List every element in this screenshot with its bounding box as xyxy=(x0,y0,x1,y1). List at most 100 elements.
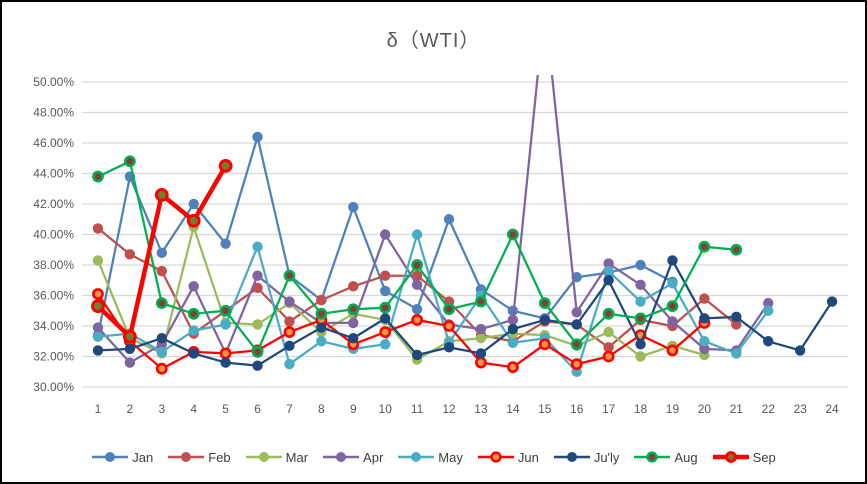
data-point-july xyxy=(316,322,327,333)
y-tick-label: 48.00% xyxy=(33,106,74,120)
data-point-aug xyxy=(347,303,360,316)
data-point-may xyxy=(220,319,231,330)
data-point-apr xyxy=(507,314,519,326)
data-point-july xyxy=(699,313,710,324)
data-point-apr xyxy=(603,258,614,269)
data-point-mar xyxy=(252,319,263,330)
x-tick-label: 19 xyxy=(666,402,680,416)
legend-item-apr[interactable]: Apr xyxy=(322,449,383,465)
data-point-may xyxy=(507,337,519,348)
data-point-sep xyxy=(218,158,233,173)
x-tick-label: 10 xyxy=(379,402,393,416)
data-point-apr xyxy=(252,270,263,281)
data-point-aug xyxy=(443,303,455,316)
data-point-apr xyxy=(540,2,550,11)
x-axis-labels: 1 2 3 4 5 6 7 8 9 10 11 12 13 14 15 16 17 18 19 20 21 22 23 24 xyxy=(95,402,839,416)
x-tick-label: 8 xyxy=(318,402,325,416)
data-point-feb xyxy=(348,281,359,292)
legend-swatch-jan xyxy=(92,452,129,462)
data-point-july xyxy=(284,340,295,352)
data-point-may xyxy=(411,229,423,240)
legend-item-sep[interactable]: Sep xyxy=(712,449,776,465)
data-point-apr xyxy=(411,279,423,291)
x-tick-label: 23 xyxy=(793,402,807,416)
data-point-aug xyxy=(538,297,551,310)
legend-item-july[interactable]: Ju'ly xyxy=(553,449,619,465)
data-point-may xyxy=(731,348,742,359)
data-point-july xyxy=(826,296,838,307)
legend-swatch-mar xyxy=(245,452,282,462)
legend-label-sep: Sep xyxy=(752,449,776,465)
data-point-jun xyxy=(92,288,104,300)
series-july[interactable] xyxy=(92,255,838,371)
legend-label-mar: Mar xyxy=(285,449,309,465)
data-point-jan xyxy=(380,285,391,297)
series-aug[interactable] xyxy=(92,155,743,358)
data-point-jan xyxy=(411,304,423,315)
data-point-apr xyxy=(380,229,391,240)
legend-label-jan: Jan xyxy=(132,449,154,465)
data-point-july xyxy=(188,348,199,359)
data-point-july xyxy=(571,319,582,330)
data-point-sep xyxy=(186,213,201,228)
data-point-may xyxy=(188,325,199,336)
data-point-apr xyxy=(667,316,678,327)
y-tick-label: 40.00% xyxy=(33,228,74,242)
y-tick-label: 46.00% xyxy=(33,136,74,150)
data-point-jun xyxy=(666,344,679,357)
data-point-aug xyxy=(187,307,200,320)
data-point-july xyxy=(124,343,136,355)
series-sep[interactable] xyxy=(91,158,233,344)
data-point-may xyxy=(284,358,295,370)
y-tick-label: 50.00% xyxy=(33,75,74,89)
y-axis-labels: 50.00% 48.00% 46.00% 44.00% 42.00% 40.00% 38.0… xyxy=(33,75,74,394)
data-point-july xyxy=(731,311,742,323)
x-tick-label: 22 xyxy=(762,402,776,416)
legend-item-feb[interactable]: Feb xyxy=(167,449,231,465)
data-point-feb xyxy=(699,293,710,304)
legend-item-may[interactable]: May xyxy=(397,449,463,465)
data-point-sep xyxy=(122,329,137,344)
data-point-jun xyxy=(155,362,168,375)
x-tick-label: 17 xyxy=(602,402,616,416)
data-point-july xyxy=(763,336,774,347)
legend-swatch-july xyxy=(553,452,590,462)
legend-swatch-jun xyxy=(477,451,514,463)
data-point-aug xyxy=(379,301,392,314)
data-point-july xyxy=(603,275,614,286)
x-tick-label: 24 xyxy=(825,402,839,416)
y-tick-label: 36.00% xyxy=(33,289,74,303)
data-point-jun xyxy=(379,326,392,338)
data-point-aug xyxy=(570,338,583,351)
legend-label-apr: Apr xyxy=(363,449,384,465)
data-point-mar xyxy=(603,326,614,338)
data-point-may xyxy=(603,265,614,277)
legend-item-mar[interactable]: Mar xyxy=(245,449,308,465)
legend-item-aug[interactable]: Aug xyxy=(633,449,698,465)
data-point-july xyxy=(443,342,455,353)
legend-item-jan[interactable]: Jan xyxy=(91,449,153,465)
x-tick-label: 6 xyxy=(254,402,261,416)
legend-swatch-sep xyxy=(712,451,749,463)
data-point-jan xyxy=(252,131,263,143)
y-tick-label: 44.00% xyxy=(33,167,74,181)
data-point-feb xyxy=(603,342,614,353)
data-point-aug xyxy=(475,295,487,308)
data-point-mar xyxy=(635,351,646,362)
y-tick-label: 30.00% xyxy=(33,380,74,394)
legend-item-jun[interactable]: Jun xyxy=(477,449,539,465)
data-point-july xyxy=(156,333,167,344)
x-tick-label: 9 xyxy=(350,402,357,416)
data-point-sep xyxy=(154,187,169,202)
x-tick-label: 14 xyxy=(506,402,520,416)
data-point-aug xyxy=(155,297,168,310)
data-point-aug xyxy=(251,346,264,358)
data-point-feb xyxy=(731,319,742,330)
x-tick-label: 18 xyxy=(634,402,648,416)
data-point-aug xyxy=(602,307,615,320)
data-point-july xyxy=(380,313,391,324)
data-point-aug xyxy=(315,307,328,320)
data-point-aug xyxy=(123,155,136,168)
